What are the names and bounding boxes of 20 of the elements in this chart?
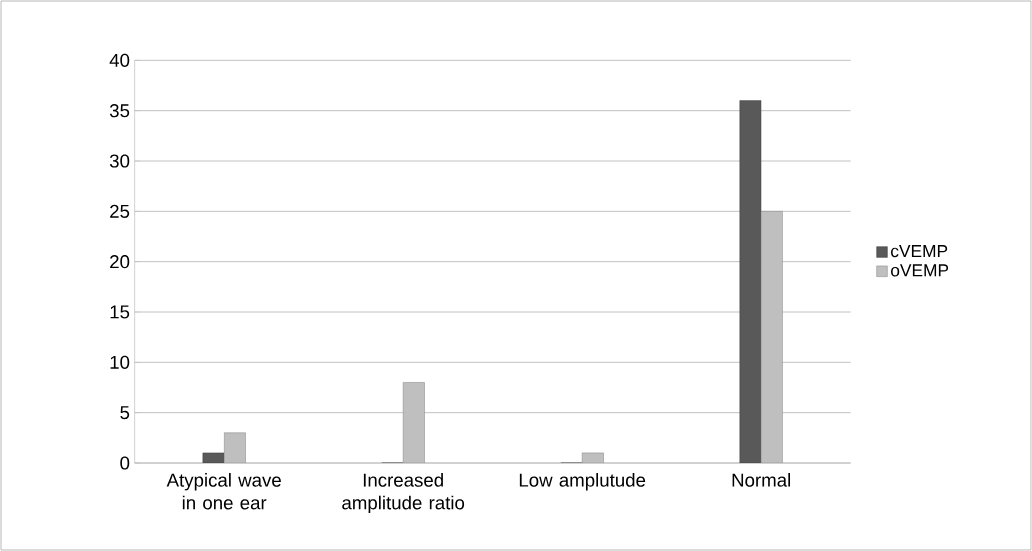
x-tick-label: Normal [732,473,790,487]
y-tick-label: 15 [110,305,130,319]
y-tick-label: 40 [109,53,130,67]
x-tick-label: Low amplutude [519,473,646,491]
x-tick-label: Atypical wave in one ear [166,473,281,510]
y-tick-label: 35 [109,104,130,118]
bar [402,382,425,463]
legend-label: cVEMP [891,245,948,258]
bar [739,100,762,463]
y-tick-label: 10 [110,355,130,369]
y-tick-label: 0 [120,456,130,470]
bar [760,211,783,463]
y-tick-label: 20 [110,255,130,269]
legend-label: oVEMP [891,264,949,277]
bar [581,452,604,463]
x-tick-label: Increased amplitude ratio [342,473,465,514]
y-tick-label: 5 [120,406,130,420]
bar [223,432,246,463]
y-tick-label: 25 [110,204,130,218]
y-tick-label: 30 [109,154,130,168]
